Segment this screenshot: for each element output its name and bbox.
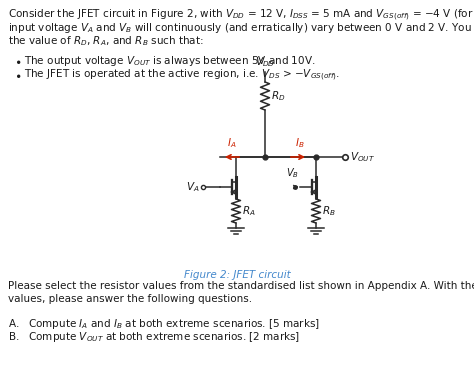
- Text: A.   Compute $I_A$ and $I_B$ at both extreme scenarios. [5 marks]: A. Compute $I_A$ and $I_B$ at both extre…: [8, 317, 320, 331]
- Text: $R_D$: $R_D$: [271, 89, 285, 103]
- Text: $V_{OUT}$: $V_{OUT}$: [350, 150, 375, 164]
- Text: $I_B$: $I_B$: [295, 136, 305, 150]
- Text: Consider the JFET circuit in Figure 2, with $V_{DD}$ = 12 V, $I_{DSS}$ = 5 mA an: Consider the JFET circuit in Figure 2, w…: [8, 8, 474, 23]
- Text: $V_B$: $V_B$: [285, 166, 299, 180]
- Text: $V_A$: $V_A$: [186, 180, 200, 194]
- Text: $I_A$: $I_A$: [227, 136, 237, 150]
- Text: Please select the resistor values from the standardised list shown in Appendix A: Please select the resistor values from t…: [8, 281, 474, 291]
- Text: $\bullet$: $\bullet$: [14, 68, 21, 81]
- Text: $V_{DD}$: $V_{DD}$: [255, 55, 275, 69]
- Text: the value of $R_D$, $R_A$, and $R_B$ such that:: the value of $R_D$, $R_A$, and $R_B$ suc…: [8, 34, 204, 48]
- Text: The JFET is operated at the active region, i.e. $V_{DS}$ > $-V_{GS(off)}$.: The JFET is operated at the active regio…: [24, 68, 340, 83]
- Text: Figure 2: JFET circuit: Figure 2: JFET circuit: [183, 270, 291, 280]
- Text: values, please answer the following questions.: values, please answer the following ques…: [8, 294, 252, 304]
- Text: $R_A$: $R_A$: [242, 204, 255, 218]
- Text: B.   Compute $V_{OUT}$ at both extreme scenarios. [2 marks]: B. Compute $V_{OUT}$ at both extreme sce…: [8, 330, 300, 345]
- Text: The output voltage $V_{OUT}$ is always between 5V and 10V.: The output voltage $V_{OUT}$ is always b…: [24, 54, 315, 67]
- Text: input voltage $V_A$ and $V_B$ will continuously (and erratically) vary between 0: input voltage $V_A$ and $V_B$ will conti…: [8, 21, 474, 35]
- Text: $R_B$: $R_B$: [322, 204, 336, 218]
- Text: $\bullet$: $\bullet$: [14, 54, 21, 66]
